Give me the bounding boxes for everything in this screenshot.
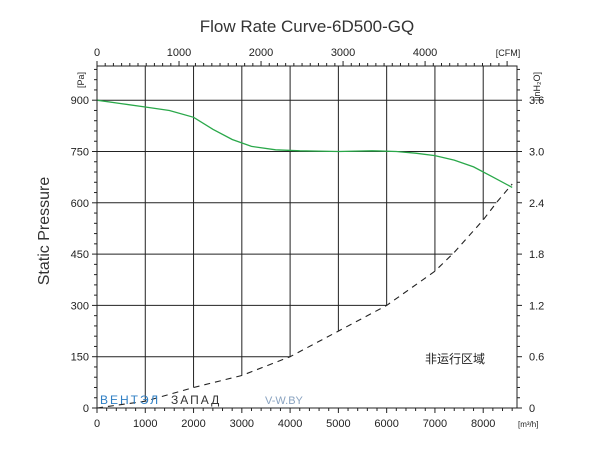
x-bottom-tick-label: 8000 — [471, 418, 495, 430]
y-right-tick-label: 3.0 — [529, 147, 544, 159]
watermark-brand-blue: ВЕНТЭЛ — [100, 393, 160, 407]
y-left-tick-label: 300 — [71, 300, 89, 312]
x-top-tick-label: 0 — [94, 47, 100, 59]
y-left-tick-label: 450 — [71, 249, 89, 261]
x-bottom-tick-label: 0 — [94, 418, 100, 430]
y-left-tick-label: 600 — [71, 198, 89, 210]
y-right-tick-label: 1.2 — [529, 300, 544, 312]
x-top-tick-label: 4000 — [413, 47, 437, 59]
x-top-tick-label: 1000 — [167, 47, 191, 59]
x-bottom-tick-label: 7000 — [423, 418, 447, 430]
chart-title: Flow Rate Curve-6D500-GQ — [200, 17, 414, 36]
y-left-tick-label: 750 — [71, 147, 89, 159]
x-unit-top: [CFM] — [496, 48, 521, 58]
watermark-url: V-W.BY — [265, 395, 304, 407]
y-unit-left: [Pa] — [76, 72, 86, 88]
non-operating-area-label: 非运行区域 — [425, 352, 485, 366]
y-left-tick-label: 150 — [71, 352, 89, 364]
curves-layer — [96, 99, 513, 409]
y-right-tick-label: 2.4 — [529, 198, 544, 210]
x-bottom-tick-label: 5000 — [326, 418, 350, 430]
operating-limit-dashed-line — [96, 183, 513, 409]
flow-rate-curve-line — [96, 99, 513, 188]
watermark-brand-gray: ЗАПАД — [171, 393, 221, 407]
y-right-tick-label: 3.6 — [529, 95, 544, 107]
x-bottom-tick-label: 3000 — [230, 418, 254, 430]
plot-frame — [96, 65, 518, 409]
x-bottom-tick-label: 1000 — [133, 418, 157, 430]
x-bottom-tick-label: 4000 — [278, 418, 302, 430]
y-left-tick-label: 900 — [71, 95, 89, 107]
y-unit-right: [inH₂O] — [532, 72, 542, 101]
x-bottom-tick-label: 6000 — [374, 418, 398, 430]
x-unit-bottom: [m³/h] — [518, 420, 538, 429]
y-right-tick-label: 0.6 — [529, 352, 544, 364]
grid-lines — [97, 66, 517, 402]
x-top-tick-label: 2000 — [249, 47, 273, 59]
x-top-tick-label: 3000 — [331, 47, 355, 59]
y-right-tick-label: 0 — [529, 403, 535, 415]
y-axis-label: Static Pressure — [36, 177, 53, 286]
x-bottom-tick-label: 2000 — [181, 418, 205, 430]
y-left-tick-label: 0 — [83, 403, 89, 415]
y-right-tick-label: 1.8 — [529, 249, 544, 261]
